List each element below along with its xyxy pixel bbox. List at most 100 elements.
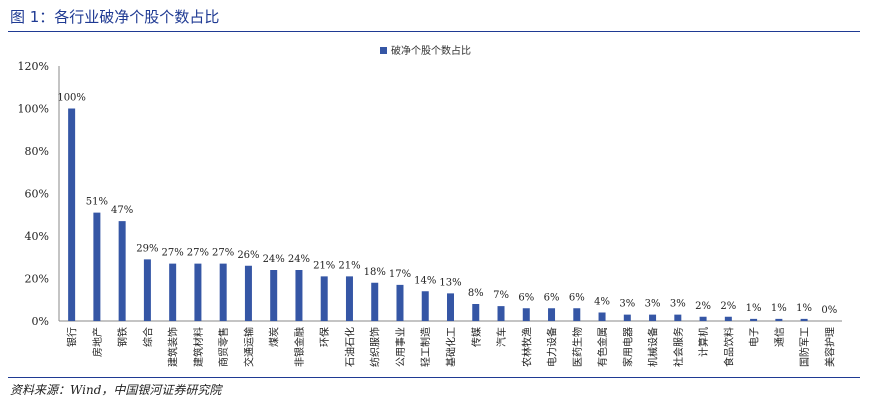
x-tick-label: 基础化工 (445, 327, 458, 367)
x-tick-label: 电子 (748, 327, 761, 347)
data-label: 17% (389, 269, 411, 280)
title-rule (8, 31, 860, 32)
data-label: 14% (414, 275, 436, 286)
bar (371, 282, 379, 321)
y-tick-label: 80% (25, 145, 49, 158)
data-label: 4% (594, 297, 610, 308)
x-tick-label: 食品饮料 (722, 327, 735, 367)
bar (295, 270, 303, 321)
x-tick-label: 有色金属 (596, 327, 609, 367)
y-tick-label: 60% (25, 188, 49, 201)
bar (623, 314, 631, 321)
bar (118, 221, 126, 321)
x-tick-label: 美容护理 (823, 327, 836, 367)
bar (472, 304, 480, 321)
data-label: 24% (288, 254, 310, 265)
data-label: 7% (493, 290, 509, 301)
x-tick-label: 银行 (66, 327, 79, 347)
data-label: 2% (695, 301, 711, 312)
x-tick-label: 医药生物 (571, 327, 584, 367)
data-label: 2% (720, 301, 736, 312)
data-label: 27% (162, 248, 184, 259)
x-tick-label: 钢铁 (116, 327, 129, 347)
bar (169, 263, 177, 321)
x-tick-label: 汽车 (495, 327, 508, 347)
bar (598, 312, 606, 321)
bar (522, 308, 530, 321)
data-label: 1% (746, 303, 762, 314)
x-tick-label: 农林牧渔 (520, 327, 533, 367)
legend-swatch (380, 47, 387, 54)
bar (775, 318, 783, 321)
data-label: 51% (86, 197, 108, 208)
data-label: 6% (569, 292, 585, 303)
bar (447, 293, 454, 321)
data-label: 3% (619, 299, 635, 310)
y-tick-label: 20% (25, 273, 49, 286)
data-label: 3% (645, 299, 661, 310)
x-tick-labels: 银行 房地产 钢铁 综合 建筑装饰 建筑材料 商贸零售 交通运输 煤炭 非银金融 环保 石油石化 纺织服… (66, 327, 837, 367)
x-tick-label: 机械设备 (647, 327, 660, 367)
y-tick-label: 40% (25, 230, 49, 243)
data-label: 1% (771, 303, 787, 314)
x-tick-label: 轻工制造 (419, 327, 432, 367)
x-tick-label: 建筑装饰 (167, 327, 180, 367)
x-tick-label: 综合 (141, 327, 154, 347)
x-tick-label: 非银金融 (293, 327, 306, 367)
x-tick-label: 煤炭 (268, 327, 281, 347)
y-tick-label: 0% (32, 315, 49, 328)
bar (800, 318, 808, 321)
bar (573, 308, 581, 321)
x-tick-label: 建筑材料 (192, 327, 205, 367)
x-tick-label: 交通运输 (242, 327, 255, 367)
data-label: 21% (338, 260, 360, 271)
x-tick-label: 公用事业 (394, 327, 407, 367)
source-rule (8, 377, 860, 378)
x-tick-label: 石油石化 (343, 327, 356, 367)
source-note: 资料来源：Wind，中国银河证券研究院 (10, 383, 222, 397)
y-tick-labels: 0% 20% 40% 60% 80% 100% 120% (18, 60, 49, 328)
bar (396, 284, 404, 321)
x-tick-label: 环保 (318, 327, 331, 347)
x-tick-label: 通信 (774, 327, 786, 347)
data-label: 8% (468, 288, 484, 299)
data-label: 1% (796, 303, 812, 314)
bar (548, 308, 556, 321)
data-label: 27% (187, 248, 209, 259)
bar (649, 314, 657, 321)
bar (270, 270, 278, 321)
x-tick-label: 商贸零售 (217, 327, 230, 367)
data-label: 26% (237, 250, 259, 261)
data-label: 13% (439, 277, 461, 288)
bar (320, 276, 328, 321)
data-label: 0% (821, 305, 837, 316)
bars (68, 108, 808, 321)
bar (219, 263, 227, 321)
data-label: 27% (212, 248, 234, 259)
x-tick-label: 家用电器 (621, 327, 634, 367)
figure-title: 图 1：各行业破净个股个数占比 (10, 8, 220, 26)
bar (68, 108, 76, 321)
legend: 破净个股个数占比 (380, 44, 471, 57)
bar (497, 306, 505, 321)
bar (345, 276, 353, 321)
x-tick-label: 社会服务 (672, 327, 685, 367)
bar (674, 314, 682, 321)
x-tick-label: 计算机 (697, 327, 710, 357)
data-label: 29% (136, 243, 158, 254)
y-tick-label: 100% (18, 103, 49, 116)
data-label: 100% (57, 93, 86, 104)
x-tick-label: 国防军工 (798, 327, 811, 367)
bar (421, 291, 429, 321)
bar (244, 265, 252, 321)
data-labels: 100%51%47%29% 27% 27% 27% 26% 24% 24%21% 21%18%… (57, 93, 837, 317)
bar (750, 318, 758, 321)
data-label: 24% (263, 254, 285, 265)
legend-label: 破净个股个数占比 (391, 44, 471, 57)
x-tick-label: 房地产 (91, 327, 104, 357)
data-label: 3% (670, 299, 686, 310)
bar (699, 316, 707, 321)
data-label: 6% (544, 292, 560, 303)
bar (143, 259, 151, 321)
